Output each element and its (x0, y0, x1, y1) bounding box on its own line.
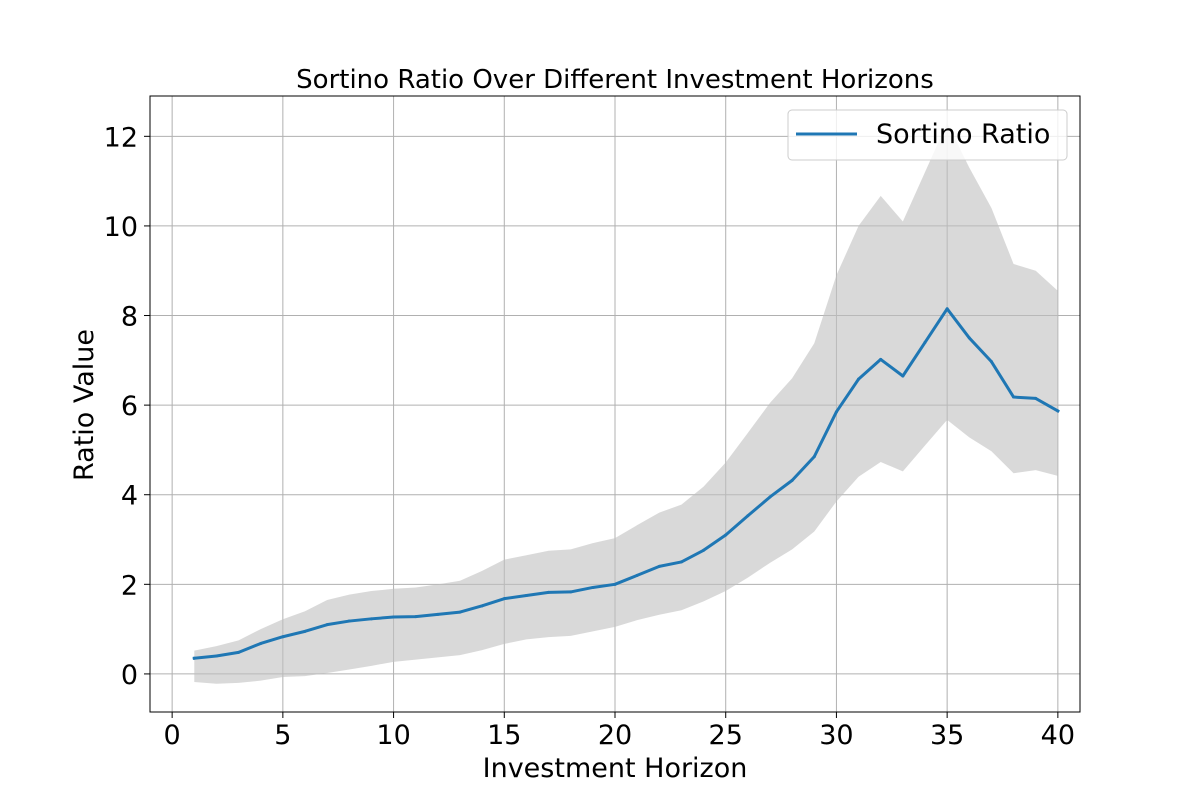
series-point (569, 590, 573, 594)
series-point (945, 307, 949, 311)
x-tick-label: 30 (819, 720, 853, 751)
series-point (480, 604, 484, 608)
x-axis: 0 5 10 15 20 25 30 35 40 (164, 712, 1075, 751)
series-line (192, 307, 1060, 660)
series-layer (192, 307, 1060, 660)
series-point (1056, 409, 1060, 413)
y-axis-label: Ratio Value (69, 329, 100, 481)
series-point (214, 654, 218, 658)
confidence-band (194, 122, 1058, 684)
series-point (657, 564, 661, 568)
x-tick-label: 35 (930, 720, 964, 751)
series-point (281, 635, 285, 639)
x-tick-label: 10 (376, 720, 410, 751)
legend: Sortino Ratio (787, 109, 1068, 161)
series-point (192, 656, 196, 660)
series-point (547, 590, 551, 594)
series-point (768, 495, 772, 499)
series-point (724, 533, 728, 537)
y-tick-label: 8 (121, 302, 138, 333)
legend-box (787, 109, 1068, 161)
plot-area (149, 95, 1081, 713)
series-point (502, 597, 506, 601)
series-point (613, 582, 617, 586)
series-point (369, 617, 373, 621)
x-tick-label: 40 (1041, 720, 1075, 751)
series-point (790, 478, 794, 482)
series-point (259, 641, 263, 645)
x-tick-label: 0 (164, 720, 181, 751)
x-tick-label: 25 (709, 720, 743, 751)
series-point (702, 548, 706, 552)
y-tick-label: 2 (121, 570, 138, 601)
legend-label: Sortino Ratio (876, 119, 1050, 150)
x-tick-label: 5 (274, 720, 291, 751)
series-point (392, 615, 396, 619)
series-point (857, 377, 861, 381)
y-tick-label: 10 (104, 212, 138, 243)
confidence-band-layer (194, 122, 1058, 684)
series-point (879, 357, 883, 361)
series-point (746, 514, 750, 518)
series-point (812, 455, 816, 459)
series-point (834, 410, 838, 414)
y-tick-label: 0 (121, 660, 138, 691)
y-axis: 0 2 4 6 8 10 12 (104, 122, 150, 691)
series-point (325, 623, 329, 627)
series-point (1034, 396, 1038, 400)
series-point (901, 374, 905, 378)
y-tick-label: 6 (121, 391, 138, 422)
x-tick-label: 20 (598, 720, 632, 751)
series-point (458, 610, 462, 614)
y-tick-label: 12 (104, 122, 138, 153)
series-point (591, 585, 595, 589)
series-point (436, 612, 440, 616)
series-point (923, 340, 927, 344)
series-point (989, 360, 993, 364)
chart-title: Sortino Ratio Over Different Investment … (296, 65, 934, 95)
x-tick-label: 15 (487, 720, 521, 751)
series-point (635, 573, 639, 577)
x-axis-label: Investment Horizon (483, 753, 748, 784)
series-point (679, 560, 683, 564)
y-tick-label: 4 (121, 481, 138, 512)
series-point (524, 594, 528, 598)
series-point (1012, 395, 1016, 399)
series-point (303, 629, 307, 633)
series-point (967, 336, 971, 340)
series-point (414, 615, 418, 619)
series-point (237, 650, 241, 654)
series-point (347, 619, 351, 623)
